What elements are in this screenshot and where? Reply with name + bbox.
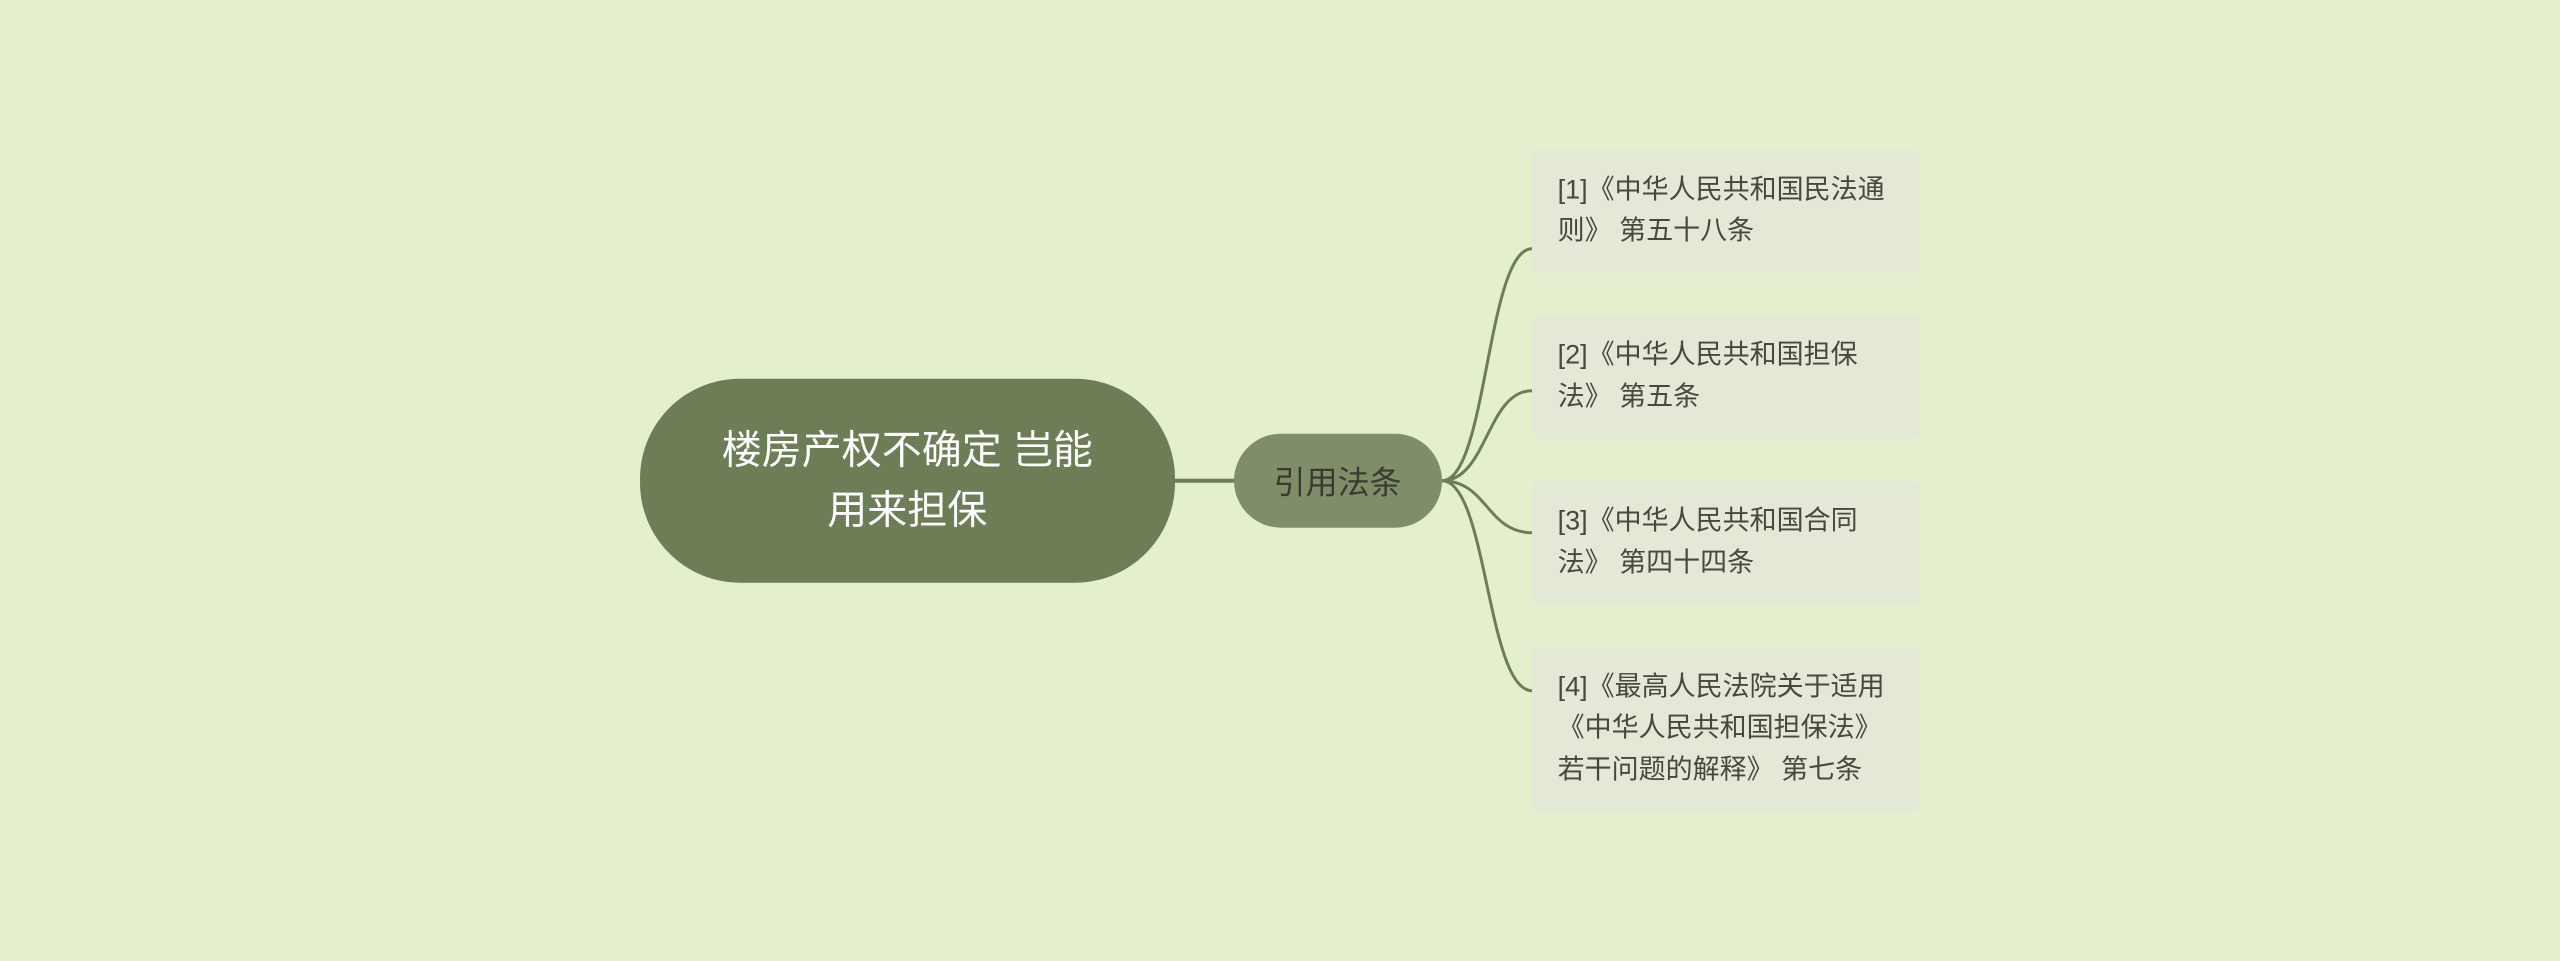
- leaf-node: [1]《中华人民共和国民法通则》 第五十八条: [1532, 149, 1920, 273]
- leaf-label: [1]《中华人民共和国民法通则》 第五十八条: [1558, 174, 1885, 246]
- leaf-label: [4]《最高人民法院关于适用《中华人民共和国担保法》若干问题的解释》 第七条: [1558, 671, 1885, 785]
- leaf-label: [3]《中华人民共和国合同法》 第四十四条: [1558, 506, 1858, 578]
- mid-label: 引用法条: [1274, 458, 1402, 504]
- leaf-node: [4]《最高人民法院关于适用《中华人民共和国担保法》若干问题的解释》 第七条: [1532, 646, 1920, 812]
- leaf-node: [3]《中华人民共和国合同法》 第四十四条: [1532, 481, 1920, 605]
- root-node: 楼房产权不确定 岂能用来担保: [640, 379, 1175, 583]
- branch-connectors: [1442, 201, 1532, 761]
- branch-wrap: [1]《中华人民共和国民法通则》 第五十八条 [2]《中华人民共和国担保法》 第…: [1442, 149, 1920, 812]
- root-label: 楼房产权不确定 岂能用来担保: [712, 421, 1103, 541]
- mid-node: 引用法条: [1234, 434, 1442, 528]
- leaf-node: [2]《中华人民共和国担保法》 第五条: [1532, 315, 1920, 439]
- connector-root-mid: [1175, 479, 1234, 483]
- mindmap-container: 楼房产权不确定 岂能用来担保 引用法条 [1]《中华人民共和国民法通则》 第五十…: [640, 149, 1920, 812]
- leaf-list: [1]《中华人民共和国民法通则》 第五十八条 [2]《中华人民共和国担保法》 第…: [1532, 149, 1920, 812]
- leaf-label: [2]《中华人民共和国担保法》 第五条: [1558, 340, 1858, 412]
